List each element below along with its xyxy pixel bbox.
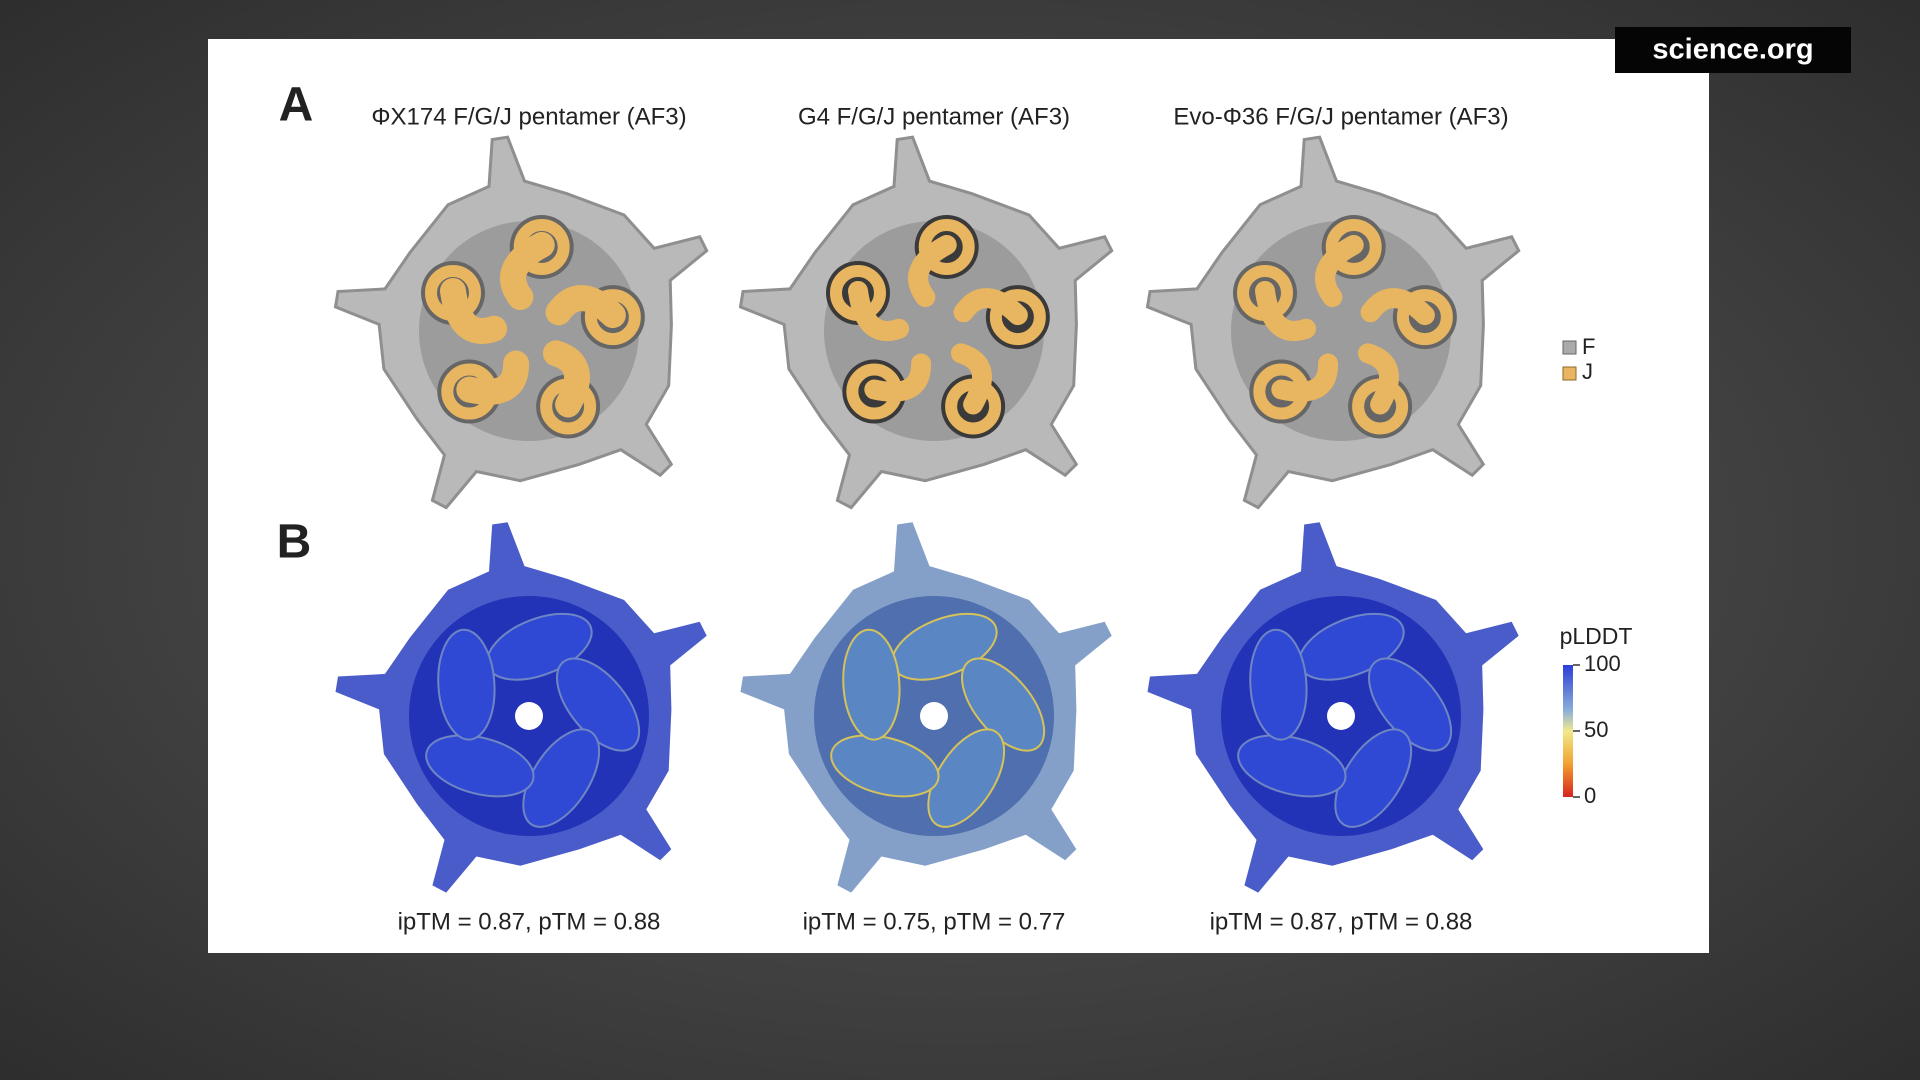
j-protein [918, 218, 975, 275]
structure-title: Evo-Φ36 F/G/J pentamer (AF3) [1173, 103, 1508, 130]
beta-sheet [425, 734, 535, 798]
panel-label: B [277, 516, 312, 569]
legend-label: J [1582, 359, 1593, 384]
beta-sheet [555, 657, 641, 752]
beta-sheet [1249, 628, 1308, 741]
colorbar-ticks: 100 50 0 [1573, 651, 1621, 808]
j-protein [540, 378, 597, 435]
j-protein [1315, 234, 1364, 308]
j-protein [424, 264, 481, 321]
j-protein [439, 277, 508, 344]
j-protein [1236, 264, 1293, 321]
caption: ipTM = 0.87, pTM = 0.88 [1210, 908, 1473, 935]
j-protein [1352, 378, 1409, 435]
structure-images [333, 135, 1521, 893]
beta-sheet [830, 734, 940, 798]
j-protein [989, 289, 1046, 346]
j-protein [1254, 280, 1317, 341]
beta-sheet [1334, 728, 1413, 828]
colorbar-tick-label: 0 [1584, 783, 1596, 808]
legend-swatch [1562, 366, 1577, 381]
beta-sheet [522, 728, 601, 828]
beta-sheet [927, 728, 1006, 828]
j-protein [1360, 288, 1435, 326]
j-protein [500, 231, 555, 311]
j-protein [945, 378, 1002, 435]
beta-sheet [437, 628, 496, 741]
structure-title: G4 F/G/J pentamer (AF3) [798, 103, 1070, 130]
panel-label: A [279, 79, 314, 132]
j-protein [846, 363, 903, 420]
j-protein [950, 343, 992, 415]
j-protein [1271, 353, 1339, 402]
watermark: science.org [1652, 34, 1813, 66]
j-protein [542, 340, 590, 418]
beta-sheet [1237, 734, 1347, 798]
j-protein [908, 234, 957, 308]
j-protein [829, 264, 886, 321]
legend-label: F [1582, 334, 1595, 359]
central-pore [1327, 702, 1355, 730]
j-protein [1253, 363, 1310, 420]
j-protein [953, 288, 1028, 326]
caption: ipTM = 0.75, pTM = 0.77 [803, 908, 1066, 935]
watermark-box [1615, 27, 1851, 73]
j-protein [456, 350, 530, 405]
structure-title: ΦX174 F/G/J pentamer (AF3) [371, 103, 686, 130]
j-protein [1325, 218, 1382, 275]
beta-sheet [960, 657, 1046, 752]
j-protein [545, 285, 626, 329]
j-protein [847, 280, 910, 341]
colorbar-tick-label: 100 [1584, 651, 1621, 676]
colorbar-title: pLDDT [1560, 623, 1633, 649]
j-protein [1396, 289, 1453, 346]
beta-sheet [1367, 657, 1453, 752]
central-pore [920, 702, 948, 730]
j-protein [441, 363, 498, 420]
colorbar [1563, 665, 1573, 797]
j-protein [584, 289, 641, 346]
caption: ipTM = 0.87, pTM = 0.88 [398, 908, 661, 935]
j-protein [864, 353, 932, 402]
legend-swatch [1562, 340, 1577, 355]
beta-sheet [842, 628, 901, 741]
j-protein [1357, 343, 1399, 415]
j-protein [513, 218, 570, 275]
colorbar-tick-label: 50 [1584, 717, 1608, 742]
central-pore [515, 702, 543, 730]
